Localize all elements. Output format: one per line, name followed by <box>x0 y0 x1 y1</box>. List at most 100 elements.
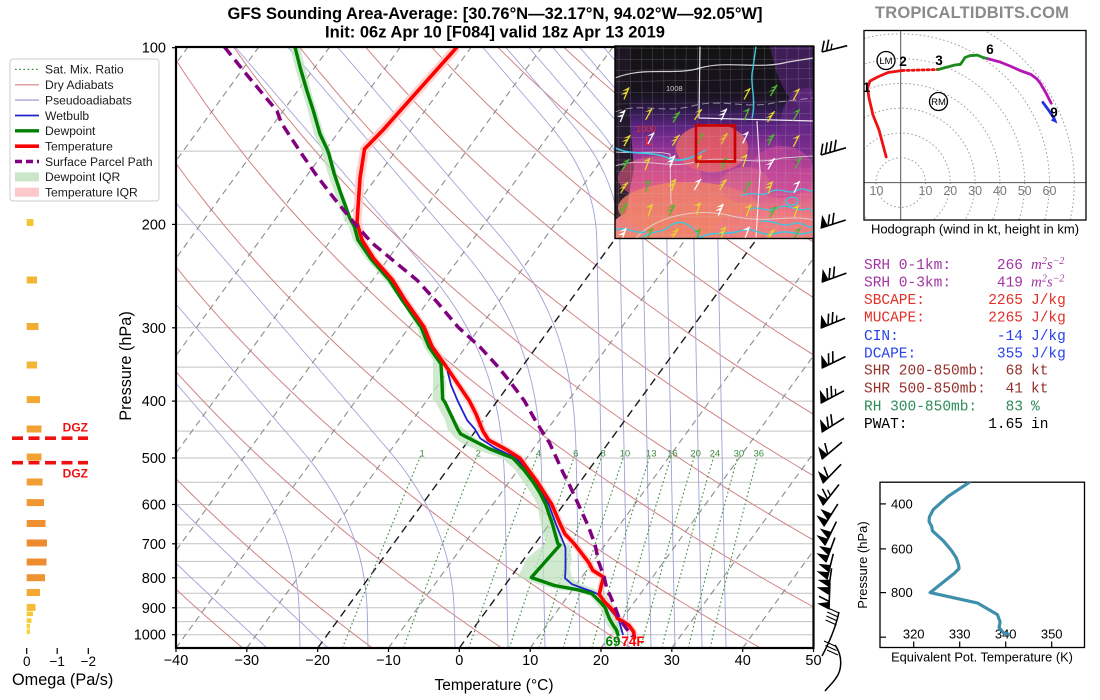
svg-text:10: 10 <box>522 653 538 669</box>
svg-text:Pressure (hPa): Pressure (hPa) <box>117 311 135 421</box>
svg-text:DCAPE:: DCAPE: <box>864 346 916 362</box>
svg-text:−1: −1 <box>49 654 64 669</box>
svg-text:−10: −10 <box>376 653 401 669</box>
svg-text:Sat. Mix. Ratio: Sat. Mix. Ratio <box>45 63 124 77</box>
svg-text:Wetbulb: Wetbulb <box>45 109 89 123</box>
svg-text:60: 60 <box>1043 184 1057 198</box>
svg-text:SHR 500-850mb:: SHR 500-850mb: <box>864 382 986 398</box>
svg-text:1008: 1008 <box>666 84 683 93</box>
svg-text:SRH 0-1km:: SRH 0-1km: <box>864 258 951 274</box>
svg-text:20: 20 <box>943 184 957 198</box>
svg-text:GFS Sounding Area-Average: [30: GFS Sounding Area-Average: [30.76°N—32.1… <box>227 5 762 23</box>
svg-text:200: 200 <box>142 217 166 233</box>
svg-text:30: 30 <box>968 184 982 198</box>
svg-text:-14: -14 <box>997 329 1023 345</box>
svg-text:Surface Parcel Path: Surface Parcel Path <box>45 155 153 169</box>
svg-text:DGZ: DGZ <box>63 467 88 481</box>
svg-text:2265: 2265 <box>988 310 1023 326</box>
svg-text:10: 10 <box>620 449 631 460</box>
svg-text:−30: −30 <box>234 653 259 669</box>
svg-text:−40: −40 <box>164 653 189 669</box>
svg-text:600: 600 <box>891 541 913 556</box>
svg-text:LM: LM <box>879 56 892 67</box>
svg-text:−20: −20 <box>305 653 330 669</box>
svg-text:300: 300 <box>142 321 166 337</box>
svg-text:J/kg: J/kg <box>1031 346 1066 362</box>
svg-text:400: 400 <box>891 496 913 511</box>
svg-text:600: 600 <box>142 498 166 514</box>
svg-text:68: 68 <box>1006 363 1023 379</box>
svg-text:Temperature: Temperature <box>45 140 113 154</box>
svg-text:40: 40 <box>735 653 751 669</box>
svg-text:16: 16 <box>667 449 678 460</box>
svg-text:RM: RM <box>931 97 946 108</box>
svg-text:419: 419 <box>997 275 1023 291</box>
svg-text:800: 800 <box>142 571 166 587</box>
svg-text:330: 330 <box>949 627 971 642</box>
svg-text:Temperature (°C): Temperature (°C) <box>434 677 553 694</box>
svg-text:CIN:: CIN: <box>864 329 899 345</box>
svg-text:320: 320 <box>903 627 925 642</box>
svg-text:69: 69 <box>605 634 620 649</box>
svg-text:24: 24 <box>710 449 721 460</box>
svg-text:50: 50 <box>805 653 821 669</box>
svg-text:m2s−2: m2s−2 <box>1031 273 1064 290</box>
svg-text:4: 4 <box>536 449 541 460</box>
svg-text:30: 30 <box>734 449 745 460</box>
svg-text:2: 2 <box>476 449 481 460</box>
svg-text:Omega (Pa/s): Omega (Pa/s) <box>12 671 113 689</box>
svg-text:J/kg: J/kg <box>1031 293 1066 309</box>
svg-text:Init: 06z Apr 10 [F084] valid: Init: 06z Apr 10 [F084] valid 18z Apr 13… <box>325 24 665 42</box>
svg-text:Hodograph (wind in kt, height: Hodograph (wind in kt, height in km) <box>871 222 1079 237</box>
svg-text:RH 300-850mb:: RH 300-850mb: <box>864 399 977 415</box>
svg-text:Equivalent Pot. Temperature (K: Equivalent Pot. Temperature (K) <box>891 650 1073 665</box>
svg-text:30: 30 <box>664 653 680 669</box>
svg-text:1.65: 1.65 <box>988 417 1023 433</box>
svg-text:Dewpoint IQR: Dewpoint IQR <box>45 170 121 184</box>
svg-text:J/kg: J/kg <box>1031 310 1066 326</box>
svg-text:SBCAPE:: SBCAPE: <box>864 293 925 309</box>
svg-text:8: 8 <box>601 449 606 460</box>
svg-text:in: in <box>1031 417 1048 433</box>
svg-text:J/kg: J/kg <box>1031 329 1066 345</box>
svg-text:0: 0 <box>455 653 463 669</box>
svg-text:500: 500 <box>142 451 166 467</box>
svg-text:0: 0 <box>23 654 31 669</box>
svg-text:50: 50 <box>1018 184 1032 198</box>
svg-text:1000: 1000 <box>134 628 166 644</box>
svg-text:1: 1 <box>863 80 871 95</box>
svg-text:6: 6 <box>986 42 994 57</box>
svg-text:TROPICALTIDBITS.COM: TROPICALTIDBITS.COM <box>875 4 1069 22</box>
svg-text:Pressure (hPa): Pressure (hPa) <box>855 521 870 608</box>
svg-text:36: 36 <box>754 449 765 460</box>
svg-text:900: 900 <box>142 601 166 617</box>
svg-text:Dewpoint: Dewpoint <box>45 124 96 138</box>
svg-text:800: 800 <box>891 585 913 600</box>
svg-text:350: 350 <box>1041 627 1063 642</box>
svg-text:m2s−2: m2s−2 <box>1031 256 1064 273</box>
svg-text:kt: kt <box>1031 382 1048 398</box>
svg-text:2: 2 <box>899 54 907 69</box>
svg-text:%: % <box>1031 399 1040 415</box>
svg-text:10: 10 <box>870 184 884 198</box>
svg-text:1000: 1000 <box>636 124 656 134</box>
svg-text:3: 3 <box>935 53 943 68</box>
svg-text:40: 40 <box>993 184 1007 198</box>
svg-text:1: 1 <box>420 449 425 460</box>
svg-text:700: 700 <box>142 537 166 553</box>
svg-text:Pseudoadiabats: Pseudoadiabats <box>45 93 132 107</box>
svg-text:355: 355 <box>997 346 1023 362</box>
svg-text:2265: 2265 <box>988 293 1023 309</box>
svg-text:83: 83 <box>1006 399 1023 415</box>
svg-text:400: 400 <box>142 394 166 410</box>
svg-text:20: 20 <box>593 653 609 669</box>
svg-text:DGZ: DGZ <box>63 421 88 435</box>
svg-text:100: 100 <box>142 41 166 57</box>
svg-text:41: 41 <box>1006 382 1023 398</box>
svg-text:Dry Adiabats: Dry Adiabats <box>45 78 114 92</box>
svg-text:PWAT:: PWAT: <box>864 417 908 433</box>
svg-text:266: 266 <box>997 258 1023 274</box>
svg-text:L: L <box>645 134 652 148</box>
svg-text:SHR 200-850mb:: SHR 200-850mb: <box>864 363 986 379</box>
svg-text:74F: 74F <box>621 634 644 649</box>
